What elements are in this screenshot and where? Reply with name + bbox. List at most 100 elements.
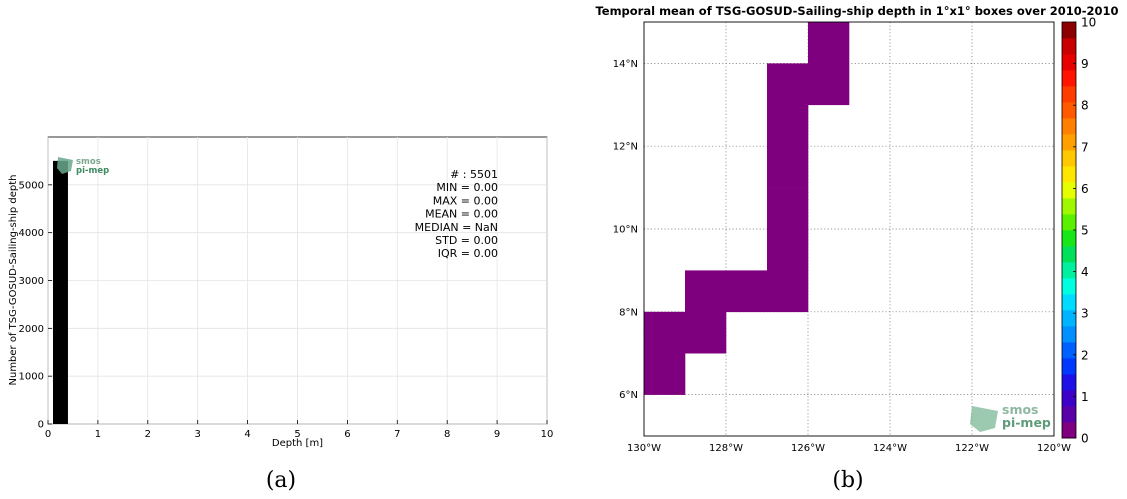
map-cell <box>808 22 850 64</box>
map-cell <box>726 270 768 313</box>
histogram-x-tick-label: 7 <box>394 429 400 440</box>
histogram-logo: smos pi-mep <box>57 157 109 176</box>
histogram-stat-line: # : 5501 <box>450 168 498 181</box>
colorbar-tick-label: 8 <box>1081 99 1089 113</box>
colorbar-tick-label: 4 <box>1081 265 1089 279</box>
histogram-stat-line: MEDIAN = NaN <box>415 221 498 234</box>
histogram-x-tick-label: 9 <box>494 429 500 440</box>
histogram-y-ticks: 0 1000 2000 3000 4000 5000 <box>19 180 52 431</box>
map-y-tick-label: 10°N <box>613 225 638 236</box>
map-y-tick-label: 6°N <box>619 390 638 401</box>
colorbar-segment <box>1062 198 1076 215</box>
histogram-x-tick-label: 1 <box>95 429 101 440</box>
histogram-x-tick-label: 10 <box>541 429 554 440</box>
map-y-tick-label: 8°N <box>619 307 638 318</box>
histogram-logo-line2: pi-mep <box>76 166 109 176</box>
colorbar-segment <box>1062 294 1076 311</box>
colorbar-segment <box>1062 134 1076 151</box>
smos-logo-icon <box>57 157 73 174</box>
map-x-tick-label: 126°W <box>791 443 825 454</box>
map-title: Temporal mean of TSG-GOSUD-Sailing-ship … <box>595 4 1118 18</box>
histogram-caption: (a) <box>266 468 296 493</box>
map-y-tick-label: 12°N <box>613 142 638 153</box>
colorbar-segment <box>1062 118 1076 135</box>
histogram-y-tick-label: 4000 <box>19 228 44 239</box>
colorbar-tick-label: 0 <box>1081 432 1089 446</box>
map-x-tick-label: 130°W <box>627 443 661 454</box>
histogram-y-tick-label: 0 <box>38 420 44 431</box>
colorbar-tick-label: 9 <box>1081 57 1089 71</box>
colorbar-segment <box>1062 38 1076 55</box>
map-cell <box>644 353 686 395</box>
map-frame <box>643 21 1055 437</box>
colorbar-tick-label: 5 <box>1081 224 1089 238</box>
histogram-x-tick-label: 8 <box>444 429 450 440</box>
colorbar-segment <box>1062 374 1076 391</box>
map-caption: (b) <box>832 468 863 493</box>
map-cell <box>644 311 686 354</box>
colorbar-segment <box>1062 102 1076 119</box>
map-y-tick-label: 14°N <box>613 59 638 70</box>
map-cell <box>808 63 850 106</box>
colorbar-segment <box>1062 166 1076 183</box>
histogram-logo-line1: smos <box>76 157 101 167</box>
map-cell <box>685 270 727 313</box>
histogram-bars <box>52 160 68 424</box>
histogram-x-tick-label: 4 <box>244 429 250 440</box>
colorbar-segment <box>1062 422 1076 439</box>
colorbar-segment <box>1062 54 1076 71</box>
colorbar-segment <box>1062 182 1076 199</box>
colorbar-segment <box>1062 86 1076 103</box>
colorbar-segment <box>1062 390 1076 407</box>
colorbar-segment <box>1062 278 1076 295</box>
colorbar-tick-label: 6 <box>1081 182 1089 196</box>
colorbar-segment <box>1062 310 1076 327</box>
map-cells <box>644 22 850 395</box>
histogram-x-tick-label: 5 <box>294 429 300 440</box>
colorbar-segment <box>1062 230 1076 247</box>
map-cell <box>767 63 809 106</box>
map-cell <box>767 104 809 147</box>
map-logo-line1: smos <box>1002 402 1039 417</box>
map-cell <box>767 146 809 188</box>
colorbar-segment <box>1062 358 1076 375</box>
colorbar-segment <box>1062 246 1076 263</box>
colorbar-segment <box>1062 214 1076 231</box>
map-panel: Temporal mean of TSG-GOSUD-Sailing-ship … <box>595 4 1118 493</box>
map-x-tick-label: 120°W <box>1037 443 1071 454</box>
map-x-ticks: 130°W 128°W 126°W 124°W 122°W 120°W <box>627 443 1071 454</box>
histogram-bar <box>52 160 68 424</box>
colorbar-segment <box>1062 326 1076 343</box>
colorbar-tick-label: 2 <box>1081 348 1089 362</box>
histogram-stat-line: MAX = 0.00 <box>433 194 498 207</box>
histogram-y-tick-label: 2000 <box>19 324 44 335</box>
colorbar-segment <box>1062 406 1076 423</box>
histogram-y-tick-label: 5000 <box>19 180 44 191</box>
histogram-x-axis-label: Depth [m] <box>272 438 323 449</box>
map-logo: smos pi-mep <box>970 402 1051 432</box>
histogram-x-tick-label: 0 <box>45 429 51 440</box>
colorbar-tick-label: 3 <box>1081 307 1089 321</box>
map-y-ticks: 6°N 8°N 10°N 12°N 14°N <box>613 59 638 401</box>
histogram-panel: 0 1 2 3 4 5 6 7 8 9 10 0 1000 2000 3000 4000 5000 Depth… <box>8 136 554 493</box>
colorbar-segment <box>1062 150 1076 167</box>
colorbar <box>1061 21 1077 439</box>
colorbar-tick-label: 1 <box>1081 390 1089 404</box>
colorbar-tick-label: 10 <box>1081 16 1096 30</box>
histogram-x-tick-label: 2 <box>145 429 151 440</box>
smos-logo-icon <box>970 406 998 432</box>
map-cell <box>767 187 809 230</box>
histogram-stat-line: STD = 0.00 <box>435 234 498 247</box>
histogram-y-tick-label: 1000 <box>19 372 44 383</box>
histogram-stat-line: MEAN = 0.00 <box>425 208 498 221</box>
map-logo-line2: pi-mep <box>1002 415 1051 430</box>
map-cell <box>685 311 727 354</box>
histogram-x-tick-label: 3 <box>195 429 201 440</box>
histogram-y-axis-label: Number of TSG-GOSUD-Sailing-ship depth <box>8 174 19 385</box>
colorbar-segment <box>1062 342 1076 359</box>
histogram-x-ticks: 0 1 2 3 4 5 6 7 8 9 10 <box>45 420 554 440</box>
colorbar-segment <box>1062 262 1076 279</box>
colorbar-segment <box>1062 70 1076 87</box>
